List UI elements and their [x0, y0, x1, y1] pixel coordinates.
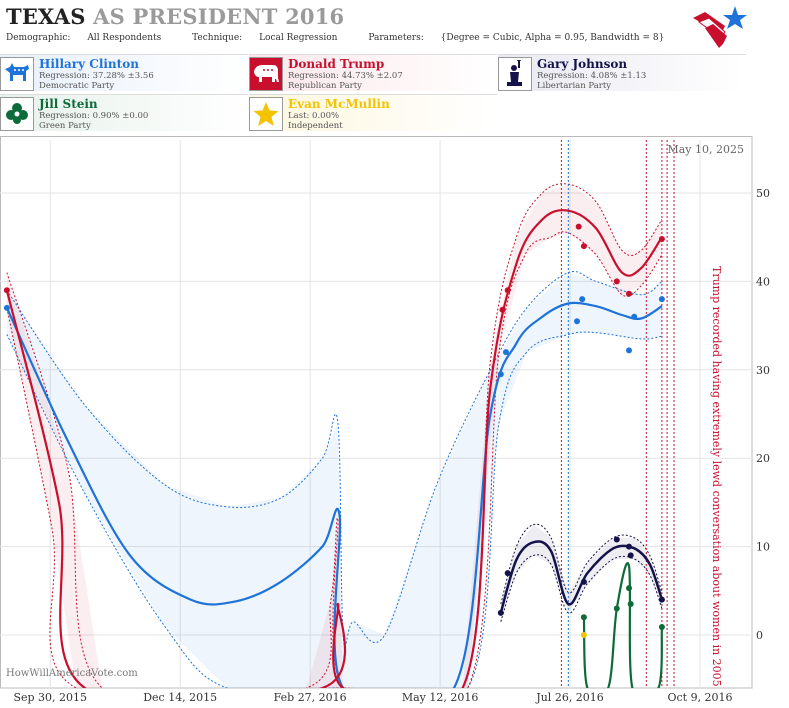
y-tick-label: 10	[756, 541, 770, 554]
x-tick-label: May 12, 2016	[402, 691, 479, 704]
donald-trump-confidence-band	[6, 184, 662, 688]
candidate-name: Evan McMullin	[288, 97, 390, 111]
gary-johnson-regression-line	[499, 540, 664, 614]
hillary-clinton-poll-point	[626, 347, 632, 354]
x-tick-label: Jul 26, 2016	[535, 691, 604, 704]
donald-trump-regression-line	[5, 209, 663, 688]
candidate-card-clinton[interactable]: Hillary Clinton Regression: 37.28% ±3.56…	[0, 54, 248, 91]
donald-trump-poll-point	[3, 287, 10, 294]
candidate-stat: Regression: 4.08% ±1.13	[537, 71, 647, 81]
donkey-icon	[0, 57, 34, 91]
gary-johnson-lower-bound	[500, 554, 663, 622]
gary-johnson-upper-bound	[500, 523, 663, 605]
hillary-clinton-poll-point	[3, 304, 10, 311]
x-tick-label: Feb 27, 2016	[274, 691, 347, 704]
candidate-card-mcmullin[interactable]: Evan McMullin Last: 0.00% Independent	[249, 94, 497, 131]
donald-trump-poll-point	[504, 287, 511, 294]
candidate-party: Green Party	[39, 121, 91, 131]
chart-date-label: May 10, 2025	[667, 143, 744, 156]
hillary-clinton-poll-point	[579, 296, 586, 303]
y-tick-label: 40	[756, 275, 770, 288]
plot-frame	[0, 136, 753, 689]
poll-chart: Sep 30, 2015 Dec 14, 2015 Feb 27, 2016 May …	[0, 136, 789, 704]
donald-trump-poll-point	[575, 223, 582, 230]
candidate-card-johnson[interactable]: Gary Johnson Regression: 4.08% ±1.13 Lib…	[498, 54, 746, 91]
poll-chart-svg: Sep 30, 2015 Dec 14, 2015 Feb 27, 2016 May …	[0, 136, 770, 704]
jill-stein-poll-point	[627, 601, 634, 607]
gary-johnson-poll-point	[627, 552, 634, 559]
elephant-icon	[249, 57, 283, 91]
candidate-stat: Regression: 0.90% ±0.00	[39, 111, 149, 121]
jill-stein-poll-point	[580, 614, 587, 621]
hillary-clinton-poll-point	[574, 318, 580, 325]
hillary-clinton-poll-point	[631, 313, 638, 320]
candidate-party: Libertarian Party	[537, 81, 612, 91]
gary-johnson-poll-point	[658, 596, 665, 603]
site-logo[interactable]	[691, 4, 749, 50]
title-state: TEXAS	[6, 4, 86, 29]
parameters-label: Parameters:	[368, 33, 424, 43]
y-tick-label: 20	[756, 452, 770, 465]
technique-value[interactable]: Local Regression	[259, 33, 338, 43]
jill-stein-poll-point	[613, 605, 620, 612]
candidate-card-trump[interactable]: Donald Trump Regression: 44.73% ±2.07 Re…	[249, 54, 497, 91]
gary-johnson-confidence-band	[500, 524, 662, 622]
parameters-bar: Demographic: All Respondents Technique: …	[6, 33, 692, 43]
y-tick-label: 50	[756, 187, 770, 200]
flower-icon	[0, 97, 34, 131]
statue-of-liberty-icon	[498, 57, 532, 91]
candidate-stat: Regression: 44.73% ±2.07	[288, 71, 403, 81]
x-tick-label: Oct 9, 2016	[667, 691, 732, 704]
x-tick-label: Sep 30, 2015	[13, 691, 87, 704]
title-rest: AS PRESIDENT 2016	[93, 4, 345, 29]
hillary-clinton-upper-bound	[6, 271, 663, 648]
candidate-stat: Regression: 37.28% ±3.56	[39, 71, 154, 81]
candidate-name: Gary Johnson	[537, 57, 628, 71]
candidate-party: Democratic Party	[39, 81, 115, 91]
event-annotation: Trump recorded having extremely lewd con…	[710, 266, 723, 687]
hillary-clinton-poll-point	[658, 296, 665, 303]
star-icon	[249, 97, 283, 131]
jill-stein-regression-line	[582, 562, 663, 688]
parameters-value[interactable]: {Degree = Cubic, Alpha = 0.95, Bandwidth…	[440, 33, 665, 43]
demographic-label: Demographic:	[6, 33, 71, 43]
candidate-name: Jill Stein	[39, 97, 98, 111]
donald-trump-poll-point	[499, 306, 506, 313]
gary-johnson-poll-point	[504, 570, 511, 577]
technique-label: Technique:	[192, 33, 243, 43]
header: TEXAS AS PRESIDENT 2016 Demographic: All…	[0, 0, 789, 52]
page-title: TEXAS AS PRESIDENT 2016	[6, 4, 344, 29]
candidate-legend: Hillary Clinton Regression: 37.28% ±3.56…	[0, 54, 789, 134]
candidate-name: Donald Trump	[288, 57, 385, 71]
y-tick-label: 30	[756, 364, 770, 377]
gary-johnson-poll-point	[626, 543, 632, 550]
candidate-party: Republican Party	[288, 81, 362, 91]
x-tick-label: Dec 14, 2015	[143, 691, 217, 704]
candidate-stat: Last: 0.00%	[288, 111, 340, 121]
gary-johnson-poll-point	[497, 609, 504, 616]
donald-trump-poll-point	[626, 290, 632, 297]
candidate-card-stein[interactable]: Jill Stein Regression: 0.90% ±0.00 Green…	[0, 94, 248, 131]
y-tick-label: 0	[756, 629, 763, 642]
hillary-clinton-poll-point	[497, 371, 504, 378]
jill-stein-poll-point	[658, 624, 665, 630]
donald-trump-poll-point	[613, 278, 620, 285]
gary-johnson-poll-point	[613, 536, 620, 543]
donald-trump-poll-point	[580, 243, 587, 250]
donald-trump-lower-bound	[6, 231, 663, 688]
hillary-clinton-regression-line	[5, 301, 663, 688]
evan-mcmullin-poll-point	[580, 632, 587, 638]
gary-johnson-poll-point	[580, 578, 587, 585]
hillary-clinton-poll-point	[503, 349, 509, 356]
candidate-party: Independent	[288, 121, 343, 131]
candidate-name: Hillary Clinton	[39, 57, 139, 71]
demographic-value[interactable]: All Respondents	[87, 33, 162, 43]
jill-stein-poll-point	[626, 585, 632, 592]
donald-trump-poll-point	[658, 236, 665, 242]
site-credit[interactable]: HowWillAmericaVote.com	[6, 668, 138, 679]
